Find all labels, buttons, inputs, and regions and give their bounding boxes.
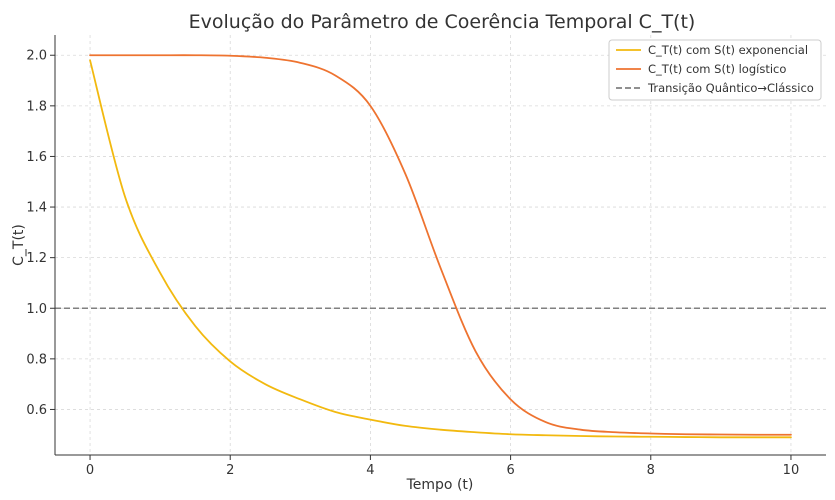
ticks: 0 2 4 6 8 10 0.6 0.8 1.0 1.2 1.4 1.6 1.8 2.0 <box>26 49 799 478</box>
chart-title: Evolução do Parâmetro de Coerência Tempo… <box>189 11 696 33</box>
y-tick-label: 1.8 <box>26 99 47 114</box>
series-line-exponencial <box>89 59 792 439</box>
axes <box>54 35 826 456</box>
y-tick-label: 1.0 <box>26 302 47 317</box>
y-axis-label: C_T(t) <box>11 224 27 266</box>
x-tick-label: 6 <box>506 463 514 478</box>
y-tick-label: 2.0 <box>26 49 47 64</box>
y-tick-label: 0.6 <box>26 403 47 418</box>
legend-box <box>608 39 822 101</box>
y-tick-label: 0.8 <box>26 352 47 367</box>
x-tick-label: 2 <box>226 463 234 478</box>
legend-label: Transição Quântico→Clássico <box>647 81 814 95</box>
series-lines <box>89 54 792 439</box>
series-line-logistico <box>89 54 792 436</box>
y-tick-label: 1.6 <box>26 150 47 165</box>
x-tick-label: 0 <box>86 463 94 478</box>
legend-label: C_T(t) com S(t) logístico <box>648 62 786 76</box>
x-axis-label: Tempo (t) <box>406 477 474 493</box>
y-tick-label: 1.2 <box>26 251 47 266</box>
x-tick-label: 4 <box>366 463 374 478</box>
legend: C_T(t) com S(t) exponencial C_T(t) com S(… <box>608 39 822 101</box>
x-tick-label: 8 <box>647 463 655 478</box>
y-tick-label: 1.4 <box>26 201 47 216</box>
legend-label: C_T(t) com S(t) exponencial <box>648 43 808 57</box>
x-tick-label: 10 <box>783 463 800 478</box>
